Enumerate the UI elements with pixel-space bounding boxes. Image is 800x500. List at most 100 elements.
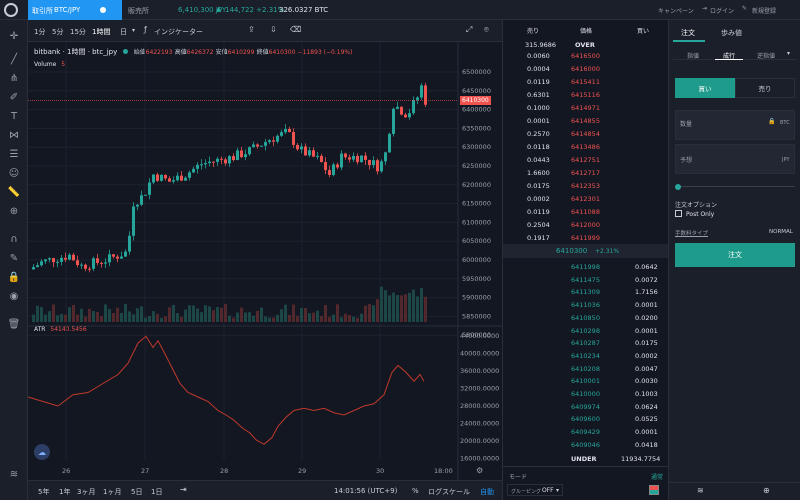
- bid-row[interactable]: 6411998 0.0642: [503, 262, 669, 273]
- upload-icon[interactable]: ⇪: [248, 25, 255, 34]
- pitchfork-icon[interactable]: ⋔: [9, 72, 19, 84]
- ask-row[interactable]: 0.0175 6412353: [503, 181, 669, 192]
- sell-button[interactable]: 売り: [735, 78, 795, 98]
- crosshair-icon[interactable]: ✛: [9, 30, 19, 42]
- camera-icon[interactable]: ⌾: [484, 25, 489, 34]
- campaign-link[interactable]: キャンペーン: [658, 8, 694, 15]
- bid-row[interactable]: 6411309 1.7156: [503, 287, 669, 298]
- range-1m[interactable]: 1ヶ月: [103, 488, 122, 496]
- amount-slider[interactable]: [675, 184, 795, 190]
- text-icon[interactable]: T: [10, 110, 18, 122]
- chevron-down-icon[interactable]: ▾: [132, 27, 136, 34]
- range-5d[interactable]: 5日: [131, 488, 143, 496]
- bid-row[interactable]: 6410001 0.0030: [503, 376, 669, 387]
- bitbank-logo[interactable]: [4, 3, 18, 17]
- estimate-field[interactable]: 予想 JPY: [675, 144, 795, 174]
- lock-drawing-icon[interactable]: ✎: [9, 252, 19, 264]
- range-1y[interactable]: 1年: [59, 488, 71, 496]
- download-icon[interactable]: ⇩: [270, 25, 277, 34]
- chart-area[interactable]: bitbank · 1時間 · btc_jpy 始値6422193 高値6426…: [28, 42, 502, 480]
- order-type-stop[interactable]: 逆指値: [757, 53, 776, 60]
- measure-icon[interactable]: ☰: [9, 148, 19, 160]
- bid-row[interactable]: 6410850 0.0200: [503, 313, 669, 324]
- grouping-select[interactable]: グルーピング OFF ▾: [507, 484, 563, 496]
- range-3m[interactable]: 3ヶ月: [77, 488, 96, 496]
- ask-row[interactable]: 0.1000 6414971: [503, 103, 669, 114]
- ask-row[interactable]: 0.2570 6414854: [503, 129, 669, 140]
- interval-15m[interactable]: 15分: [70, 28, 86, 36]
- brush-icon[interactable]: ✐: [9, 91, 19, 103]
- range-1d[interactable]: 1日: [151, 488, 163, 496]
- ask-row[interactable]: 0.0443 6412751: [503, 155, 669, 166]
- bid-row[interactable]: 6409600 0.0525: [503, 414, 669, 425]
- bid-row[interactable]: 6410287 0.0175: [503, 338, 669, 349]
- goto-date-icon[interactable]: ⇥: [180, 485, 187, 494]
- broker-tab[interactable]: 販売所: [128, 7, 149, 15]
- tab-order[interactable]: 注文: [681, 29, 695, 37]
- ruler-icon[interactable]: 📏: [7, 186, 21, 198]
- interval-1m[interactable]: 1分: [34, 28, 46, 36]
- ask-row[interactable]: 1.6600 6412717: [503, 168, 669, 179]
- interval-5m[interactable]: 5分: [52, 28, 64, 36]
- fee-type-link[interactable]: 手数料タイプ: [675, 231, 709, 237]
- settings-icon[interactable]: ⚙: [476, 466, 484, 475]
- lock-icon[interactable]: 🔒: [7, 271, 21, 283]
- amount-field[interactable]: 数量 🔒 BTC: [675, 110, 795, 140]
- ask-row[interactable]: 0.0001 6414855: [503, 116, 669, 127]
- auto-scale-toggle[interactable]: 自動: [480, 488, 494, 496]
- bid-row[interactable]: 6410208 0.0047: [503, 364, 669, 375]
- ask-row[interactable]: 0.0004 6416000: [503, 64, 669, 75]
- pattern-icon[interactable]: ⋈: [9, 129, 19, 141]
- layers-icon[interactable]: ≋: [697, 486, 704, 495]
- eraser-icon[interactable]: ⌫: [290, 25, 302, 34]
- layers-icon[interactable]: ≋: [9, 468, 19, 480]
- bid-row[interactable]: 6411036 0.0001: [503, 300, 669, 311]
- status-dot-icon: [100, 7, 106, 13]
- fullscreen-icon[interactable]: ⤢: [466, 25, 473, 34]
- volume-bar: [152, 311, 155, 322]
- globe-icon[interactable]: ⊕: [763, 486, 770, 495]
- signup-link[interactable]: 新規登録: [752, 8, 777, 15]
- zoom-in-icon[interactable]: ⊕: [9, 205, 19, 217]
- slider-handle[interactable]: [675, 184, 681, 190]
- interval-1h[interactable]: 1時間: [92, 28, 111, 36]
- indicator-button[interactable]: インジケーター: [154, 28, 203, 36]
- magnet-icon[interactable]: ∩: [10, 233, 18, 245]
- order-type-market[interactable]: 成行: [723, 53, 736, 60]
- ask-row[interactable]: 0.0060 6416500: [503, 51, 669, 62]
- bid-row[interactable]: 6410000 0.1003: [503, 389, 669, 400]
- bid-row[interactable]: 6411475 0.0072: [503, 275, 669, 286]
- login-link[interactable]: ログイン: [710, 8, 735, 15]
- ask-row[interactable]: 0.2504 6412000: [503, 220, 669, 231]
- bid-row[interactable]: 6409046 0.0418: [503, 440, 669, 451]
- post-only-checkbox[interactable]: [675, 210, 682, 217]
- mode-value[interactable]: 通常: [651, 474, 664, 481]
- book-style-icon[interactable]: [649, 485, 659, 495]
- price-chart[interactable]: 6500000 6450000 6400000 6350000 6300000 62500…: [28, 42, 502, 480]
- buy-button[interactable]: 買い: [675, 78, 735, 98]
- range-5y[interactable]: 5年: [38, 488, 50, 496]
- trendline-icon[interactable]: ╱: [10, 53, 18, 65]
- eye-icon[interactable]: ◉: [9, 290, 19, 302]
- order-type-limit[interactable]: 指値: [687, 53, 700, 60]
- tab-trade-history[interactable]: 歩み値: [721, 29, 742, 37]
- submit-order-button[interactable]: 注文: [675, 243, 795, 267]
- ask-row[interactable]: 0.0002 6412301: [503, 194, 669, 205]
- bid-row[interactable]: 6410298 0.0001: [503, 326, 669, 337]
- bid-row[interactable]: 6410234 0.0002: [503, 351, 669, 362]
- log-scale-toggle[interactable]: ログスケール: [428, 488, 470, 496]
- ask-row[interactable]: 0.6301 6415116: [503, 90, 669, 101]
- bid-row[interactable]: 6409429 0.0001: [503, 427, 669, 438]
- ask-row[interactable]: 0.0119 6415411: [503, 77, 669, 88]
- weather-icon[interactable]: ☁: [34, 444, 50, 460]
- bid-row[interactable]: 6409974 0.0624: [503, 402, 669, 413]
- ask-row[interactable]: 0.0118 6413486: [503, 142, 669, 153]
- trash-icon[interactable]: 🗑: [7, 318, 21, 330]
- ask-row[interactable]: 0.1917 6411999: [503, 233, 669, 244]
- ask-row[interactable]: 0.0119 6411088: [503, 207, 669, 218]
- emoji-icon[interactable]: ☺: [8, 167, 20, 179]
- interval-day[interactable]: 日: [120, 28, 127, 36]
- chevron-down-icon[interactable]: ▾: [787, 50, 791, 57]
- exchange-tab[interactable]: 取引所 BTC/JPY: [28, 0, 122, 20]
- percent-toggle[interactable]: %: [412, 487, 419, 495]
